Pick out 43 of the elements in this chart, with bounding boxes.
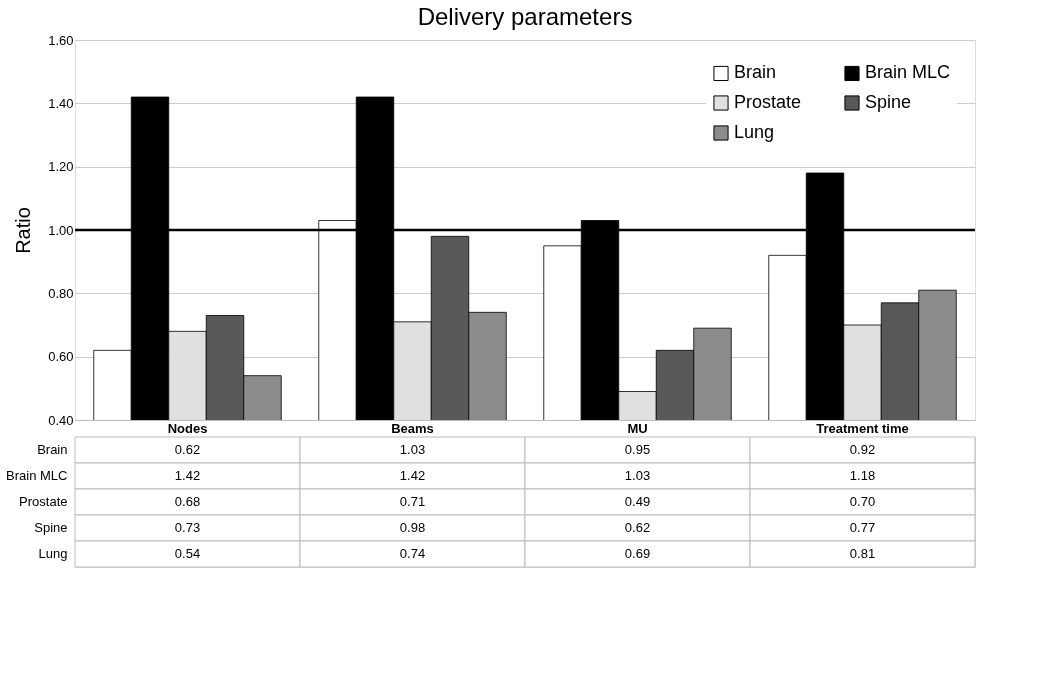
data-label: 0.77 [849,520,876,535]
x-tick-label: MU [627,420,648,436]
legend-label: Brain MLC [865,62,951,83]
data-label: 0.98 [399,520,426,535]
y-tick-label: 1.20 [48,159,74,175]
data-label: 0.73 [174,520,201,535]
legend-label: Prostate [734,92,802,112]
legend-label: Lung [734,122,775,142]
x-tick-label: Treatment time [816,420,909,436]
data-label: 0.69 [624,546,651,561]
text: Brain MLC [6,468,68,483]
data-label: 0.74 [399,546,426,561]
legend-label: Brain [734,62,777,83]
text: Spine [34,520,68,535]
text: Lung [38,546,68,561]
chart-title: Delivery parameters [417,3,633,30]
x-tick-label: Beams [391,420,434,436]
data-label: 1.42 [399,468,426,483]
data-label: 1.18 [849,468,876,483]
data-label: 0.70 [849,494,876,509]
legend-label: Spine [865,92,912,112]
text: Brain [37,442,68,457]
y-tick-label: 0.40 [48,412,74,428]
y-tick-label: 1.00 [48,222,74,238]
data-label: 1.03 [399,442,426,457]
y-tick-label: 0.60 [48,349,74,365]
x-tick-label: Nodes [167,420,208,436]
y-tick-label: 1.60 [48,32,74,48]
data-label: 0.68 [174,494,201,509]
y-tick-label: 1.40 [48,95,74,111]
data-label: 0.54 [174,546,201,561]
data-label: 0.62 [174,442,201,457]
data-label: 0.81 [849,546,876,561]
y-axis-title: Ratio [12,207,35,254]
data-label: 0.95 [624,442,651,457]
data-label: 1.03 [624,468,651,483]
data-label: 1.42 [174,468,201,483]
data-label: 0.49 [624,494,651,509]
data-label: 0.62 [624,520,651,535]
data-label: 0.71 [399,494,426,509]
y-tick-label: 0.80 [48,285,74,301]
data-label: 0.92 [849,442,876,457]
text: Prostate [19,494,68,509]
